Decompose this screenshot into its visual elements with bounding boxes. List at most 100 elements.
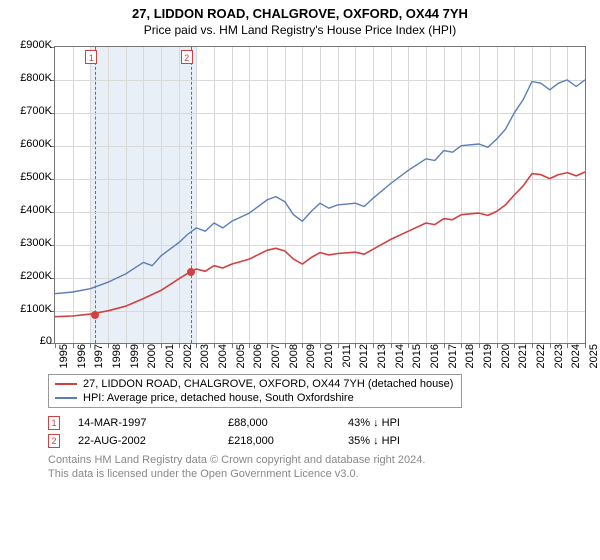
x-tick xyxy=(214,343,215,348)
footer-attribution: Contains HM Land Registry data © Crown c… xyxy=(48,454,592,482)
legend-swatch xyxy=(55,383,77,385)
x-tick xyxy=(55,343,56,348)
price-marker xyxy=(91,311,99,319)
sale-number-icon: 2 xyxy=(48,434,60,448)
x-axis-label: 2014 xyxy=(394,344,406,374)
y-axis-label: £900K xyxy=(8,39,52,51)
price-marker xyxy=(187,268,195,276)
x-tick xyxy=(161,343,162,348)
x-tick xyxy=(444,343,445,348)
x-tick xyxy=(567,343,568,348)
x-axis-label: 2003 xyxy=(199,344,211,374)
sale-diff: 43% ↓ HPI xyxy=(348,414,400,432)
y-axis-label: £600K xyxy=(8,138,52,150)
x-axis-label: 2021 xyxy=(517,344,529,374)
legend-label: HPI: Average price, detached house, Sout… xyxy=(83,391,354,405)
series-line xyxy=(55,172,585,317)
legend: 27, LIDDON ROAD, CHALGROVE, OXFORD, OX44… xyxy=(48,374,462,408)
sale-price: £218,000 xyxy=(228,432,348,450)
sale-number-icon: 1 xyxy=(48,416,60,430)
x-tick xyxy=(585,343,586,348)
x-axis-label: 2004 xyxy=(217,344,229,374)
x-tick xyxy=(285,343,286,348)
x-tick xyxy=(550,343,551,348)
x-tick xyxy=(461,343,462,348)
footer-line: Contains HM Land Registry data © Crown c… xyxy=(48,454,592,468)
y-axis-label: £500K xyxy=(8,171,52,183)
legend-swatch xyxy=(55,397,77,399)
x-axis-label: 2005 xyxy=(235,344,247,374)
x-axis-label: 1999 xyxy=(129,344,141,374)
sale-row: 1 14-MAR-1997£88,00043% ↓ HPI xyxy=(48,414,592,432)
x-tick xyxy=(373,343,374,348)
x-axis-label: 1996 xyxy=(76,344,88,374)
x-axis-label: 2012 xyxy=(358,344,370,374)
x-tick xyxy=(73,343,74,348)
x-axis-label: 2009 xyxy=(305,344,317,374)
y-axis-label: £800K xyxy=(8,72,52,84)
chart-lines xyxy=(55,47,585,343)
x-tick xyxy=(497,343,498,348)
sale-diff: 35% ↓ HPI xyxy=(348,432,400,450)
x-axis-label: 2016 xyxy=(429,344,441,374)
x-axis-label: 2013 xyxy=(376,344,388,374)
x-axis-label: 2001 xyxy=(164,344,176,374)
x-tick xyxy=(90,343,91,348)
x-axis-label: 1997 xyxy=(93,344,105,374)
x-axis-label: 2007 xyxy=(270,344,282,374)
x-tick xyxy=(532,343,533,348)
x-tick xyxy=(426,343,427,348)
x-tick xyxy=(514,343,515,348)
x-tick xyxy=(196,343,197,348)
sale-date: 14-MAR-1997 xyxy=(78,414,228,432)
y-axis-label: £100K xyxy=(8,303,52,315)
x-tick xyxy=(143,343,144,348)
x-tick xyxy=(391,343,392,348)
chart-callout: 1 xyxy=(85,50,97,64)
sales-table: 1 14-MAR-1997£88,00043% ↓ HPI 2 22-AUG-2002… xyxy=(48,414,592,450)
page-title: 27, LIDDON ROAD, CHALGROVE, OXFORD, OX44… xyxy=(8,6,592,23)
x-tick xyxy=(232,343,233,348)
x-tick xyxy=(338,343,339,348)
x-tick xyxy=(179,343,180,348)
x-tick xyxy=(126,343,127,348)
x-tick xyxy=(479,343,480,348)
x-axis-label: 2017 xyxy=(447,344,459,374)
x-axis-label: 2015 xyxy=(411,344,423,374)
x-tick xyxy=(320,343,321,348)
x-axis-label: 2006 xyxy=(252,344,264,374)
y-axis-label: £700K xyxy=(8,105,52,117)
x-axis-label: 2025 xyxy=(588,344,600,374)
x-tick xyxy=(108,343,109,348)
x-tick xyxy=(302,343,303,348)
y-axis-label: £300K xyxy=(8,237,52,249)
x-axis-label: 2011 xyxy=(341,344,353,374)
sale-price: £88,000 xyxy=(228,414,348,432)
price-chart: £0 £100K £200K £300K £400K £500K £600K £700K £80… xyxy=(8,42,592,372)
legend-label: 27, LIDDON ROAD, CHALGROVE, OXFORD, OX44… xyxy=(83,377,453,391)
x-axis-label: 2008 xyxy=(288,344,300,374)
sale-row: 2 22-AUG-2002£218,00035% ↓ HPI xyxy=(48,432,592,450)
legend-item: HPI: Average price, detached house, Sout… xyxy=(55,391,453,405)
x-axis-label: 2000 xyxy=(146,344,158,374)
footer-line: This data is licensed under the Open Gov… xyxy=(48,468,592,482)
x-tick xyxy=(249,343,250,348)
chart-callout: 2 xyxy=(181,50,193,64)
x-axis-label: 1998 xyxy=(111,344,123,374)
x-axis-label: 2002 xyxy=(182,344,194,374)
x-axis-label: 2010 xyxy=(323,344,335,374)
y-axis-label: £200K xyxy=(8,270,52,282)
x-tick xyxy=(355,343,356,348)
x-axis-label: 2019 xyxy=(482,344,494,374)
y-axis-label: £0 xyxy=(8,335,52,347)
page-subtitle: Price paid vs. HM Land Registry's House … xyxy=(8,23,592,39)
x-axis-label: 2024 xyxy=(570,344,582,374)
y-axis-label: £400K xyxy=(8,204,52,216)
series-line xyxy=(55,80,585,294)
x-tick xyxy=(267,343,268,348)
x-axis-label: 2023 xyxy=(553,344,565,374)
x-tick xyxy=(408,343,409,348)
x-axis-label: 1995 xyxy=(58,344,70,374)
x-axis-label: 2018 xyxy=(464,344,476,374)
sale-date: 22-AUG-2002 xyxy=(78,432,228,450)
